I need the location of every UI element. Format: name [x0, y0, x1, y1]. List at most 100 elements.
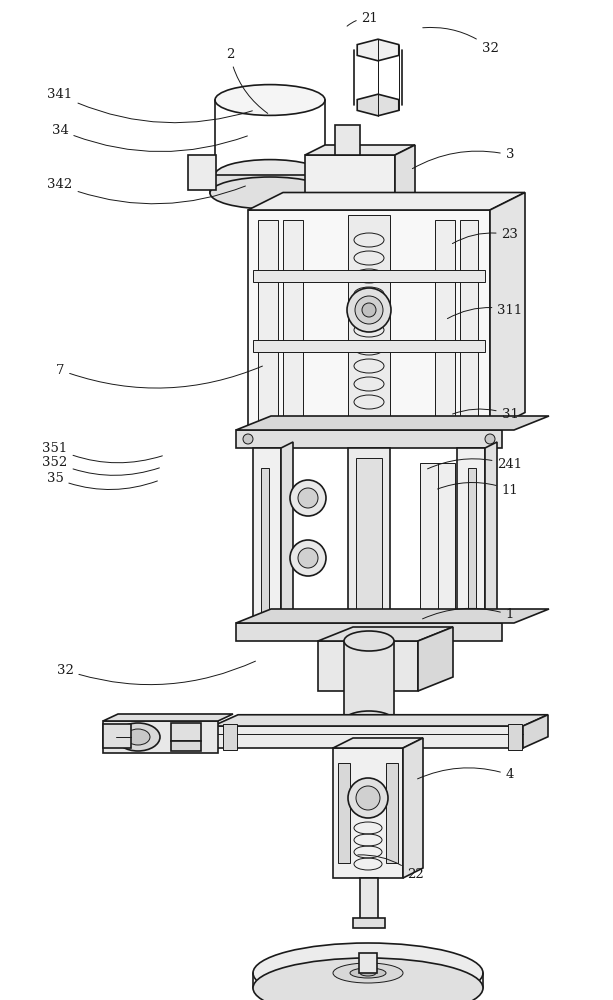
Polygon shape — [395, 145, 415, 215]
Text: 311: 311 — [447, 304, 523, 319]
Ellipse shape — [344, 711, 394, 731]
Polygon shape — [418, 627, 453, 691]
Ellipse shape — [356, 786, 380, 810]
Bar — [223, 724, 237, 750]
Bar — [213, 726, 523, 748]
Ellipse shape — [126, 729, 150, 745]
Ellipse shape — [362, 303, 376, 317]
Text: 7: 7 — [56, 363, 262, 388]
Text: 3: 3 — [413, 148, 514, 169]
Bar — [356, 178, 400, 190]
Bar — [420, 463, 455, 623]
Ellipse shape — [243, 434, 253, 444]
Ellipse shape — [253, 943, 483, 1000]
Bar — [386, 763, 398, 863]
Text: 22: 22 — [358, 855, 424, 882]
Text: 11: 11 — [438, 482, 519, 496]
Text: 35: 35 — [47, 472, 158, 490]
Polygon shape — [305, 145, 415, 155]
Text: 2: 2 — [226, 48, 268, 113]
Ellipse shape — [215, 160, 325, 190]
Polygon shape — [248, 192, 525, 210]
Bar — [359, 953, 377, 973]
Text: 351: 351 — [42, 442, 162, 463]
Bar — [435, 220, 455, 420]
Bar — [210, 175, 330, 193]
Polygon shape — [523, 715, 548, 748]
Bar — [348, 448, 390, 638]
Ellipse shape — [333, 963, 403, 983]
Bar — [348, 691, 390, 726]
Polygon shape — [318, 627, 453, 641]
Text: 32: 32 — [56, 661, 256, 685]
Polygon shape — [403, 738, 423, 878]
Ellipse shape — [350, 968, 386, 978]
Text: 1: 1 — [422, 608, 514, 621]
Ellipse shape — [348, 778, 388, 818]
Text: 241: 241 — [427, 458, 522, 472]
Ellipse shape — [210, 177, 330, 209]
Bar — [508, 724, 522, 750]
Bar — [248, 210, 490, 430]
Text: 23: 23 — [452, 229, 519, 244]
Bar — [188, 155, 216, 190]
Ellipse shape — [290, 480, 326, 516]
Ellipse shape — [360, 970, 376, 976]
Ellipse shape — [116, 723, 160, 751]
Polygon shape — [236, 609, 549, 623]
Polygon shape — [236, 416, 549, 430]
Bar — [253, 270, 485, 282]
Polygon shape — [357, 39, 399, 61]
Bar — [171, 723, 201, 741]
Text: 342: 342 — [47, 178, 245, 204]
Ellipse shape — [298, 548, 318, 568]
Polygon shape — [485, 442, 497, 638]
Polygon shape — [357, 94, 399, 116]
Bar — [103, 724, 131, 748]
Ellipse shape — [298, 488, 318, 508]
Bar — [236, 430, 502, 448]
Bar — [258, 220, 278, 420]
Bar — [103, 721, 218, 753]
Bar — [261, 468, 269, 618]
Bar — [468, 468, 476, 618]
Bar — [253, 340, 485, 352]
Text: 352: 352 — [42, 456, 159, 475]
Bar — [350, 160, 406, 178]
Text: 32: 32 — [423, 27, 498, 54]
Polygon shape — [103, 714, 233, 721]
Bar — [460, 220, 478, 420]
Bar — [335, 125, 360, 155]
Bar — [283, 220, 303, 420]
Ellipse shape — [355, 296, 383, 324]
Bar — [338, 763, 350, 863]
Bar — [333, 748, 403, 878]
Text: 4: 4 — [417, 768, 514, 782]
Text: 31: 31 — [452, 408, 519, 422]
Text: 34: 34 — [51, 123, 248, 152]
Ellipse shape — [253, 958, 483, 1000]
Bar — [171, 741, 201, 751]
Bar — [353, 918, 385, 928]
Bar — [253, 448, 281, 638]
Ellipse shape — [344, 631, 394, 651]
Text: 21: 21 — [347, 11, 378, 26]
Ellipse shape — [485, 434, 495, 444]
Polygon shape — [333, 738, 423, 748]
Ellipse shape — [215, 85, 325, 115]
Polygon shape — [213, 715, 548, 726]
Bar — [457, 448, 485, 638]
Bar — [348, 215, 390, 425]
Text: 341: 341 — [47, 89, 253, 123]
Bar — [305, 155, 395, 215]
Bar — [318, 641, 418, 691]
Bar — [360, 878, 378, 923]
Polygon shape — [490, 192, 525, 430]
Bar — [236, 623, 502, 641]
Polygon shape — [281, 442, 293, 638]
Bar — [335, 215, 360, 235]
Bar — [356, 458, 382, 628]
Bar — [344, 641, 394, 721]
Ellipse shape — [290, 540, 326, 576]
Ellipse shape — [347, 288, 391, 332]
